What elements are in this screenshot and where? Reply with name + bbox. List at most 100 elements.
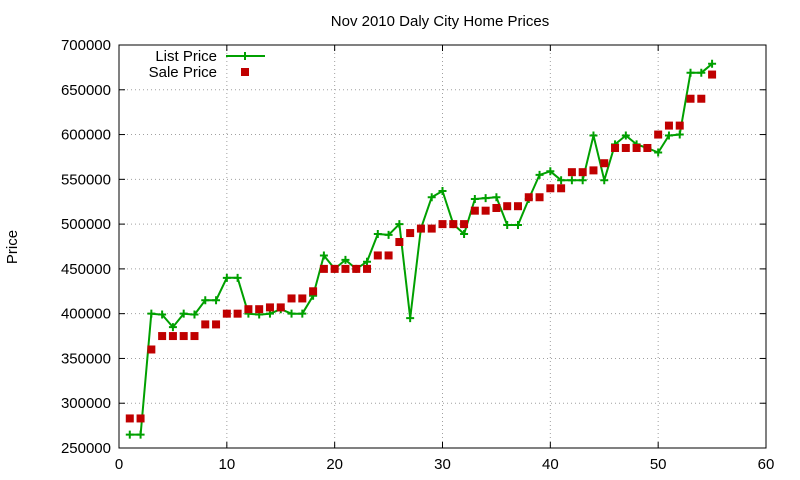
- list-price-point: [158, 310, 167, 319]
- x-tick-label: 30: [434, 456, 451, 473]
- x-tick-label: 50: [650, 456, 667, 473]
- sale-price-point: [319, 264, 328, 273]
- list-price-point: [406, 314, 415, 323]
- sale-price-point: [416, 224, 425, 233]
- sale-price-point: [578, 168, 587, 177]
- sale-price-point: [244, 305, 253, 314]
- legend-marker-list-price: [241, 52, 249, 60]
- y-tick-label: 350000: [61, 350, 111, 367]
- y-tick-label: 400000: [61, 306, 111, 323]
- list-price-point: [567, 176, 576, 185]
- sale-price-point: [363, 264, 372, 273]
- y-tick-label: 600000: [61, 127, 111, 144]
- sale-price-point: [276, 303, 285, 312]
- sale-price-point: [330, 264, 339, 273]
- sale-price-point: [460, 220, 469, 229]
- sale-price-point: [125, 414, 134, 423]
- sale-price-point: [513, 202, 522, 211]
- list-price-point: [557, 176, 566, 185]
- list-price-point: [384, 230, 393, 239]
- sale-price-point: [589, 166, 598, 175]
- list-price-point: [147, 309, 156, 318]
- sale-price-point: [309, 287, 318, 296]
- sale-price-point: [341, 264, 350, 273]
- y-axis-label: Price: [4, 230, 21, 264]
- sale-price-point: [686, 94, 695, 103]
- list-price-point: [654, 148, 663, 157]
- legend-marker-sale-price: [241, 68, 249, 76]
- x-axis-ticks: 0 10 20 30 40 50 60: [115, 45, 775, 473]
- sale-price-point: [449, 220, 458, 229]
- list-price-point: [664, 131, 673, 140]
- list-price-point: [438, 186, 447, 195]
- sale-price-point: [470, 206, 479, 215]
- sale-price-point: [352, 264, 361, 273]
- sale-price-point: [697, 94, 706, 103]
- sale-price-point: [233, 309, 242, 318]
- y-tick-label: 650000: [61, 82, 111, 99]
- y-tick-label: 700000: [61, 37, 111, 54]
- list-price-point: [201, 296, 210, 305]
- sale-price-point: [535, 193, 544, 202]
- sale-price-point: [557, 184, 566, 193]
- list-price-point: [341, 255, 350, 264]
- sale-price-point: [136, 414, 145, 423]
- sale-price-point: [567, 168, 576, 177]
- x-tick-label: 10: [218, 456, 235, 473]
- sale-price-point: [168, 332, 177, 341]
- y-tick-label: 500000: [61, 216, 111, 233]
- sale-price-point: [287, 294, 296, 303]
- list-price-point: [708, 59, 717, 68]
- y-axis-ticks: 250000 300000 350000 400000 450000 500000 5500…: [61, 37, 766, 457]
- list-price-point: [697, 68, 706, 77]
- legend-label-sale-price: Sale Price: [149, 64, 217, 81]
- y-tick-label: 450000: [61, 261, 111, 278]
- list-price-point: [503, 221, 512, 230]
- list-price-point: [136, 430, 145, 439]
- sale-price-point: [492, 203, 501, 212]
- list-price-line: [129, 63, 713, 436]
- x-tick-label: 20: [326, 456, 343, 473]
- list-price-point: [179, 309, 188, 318]
- sale-price-point: [395, 238, 404, 247]
- x-tick-label: 40: [542, 456, 559, 473]
- sale-price-point: [438, 220, 447, 229]
- list-price-point: [395, 220, 404, 229]
- list-price-point: [470, 195, 479, 204]
- sale-price-point: [255, 305, 264, 314]
- chart-title: Nov 2010 Daly City Home Prices: [331, 13, 549, 30]
- sale-price-point: [212, 320, 221, 329]
- legend: List Price Sale Price: [149, 48, 265, 81]
- list-price-point: [589, 131, 598, 140]
- list-price-point: [168, 323, 177, 332]
- list-price-point: [535, 170, 544, 179]
- sale-price-point: [611, 143, 620, 152]
- sale-price-point: [546, 184, 555, 193]
- list-price-point: [363, 257, 372, 266]
- sale-price-point: [621, 143, 630, 152]
- sale-price-point: [384, 251, 393, 260]
- list-price-point: [578, 176, 587, 185]
- sale-price-point: [265, 303, 274, 312]
- sale-price-point: [664, 121, 673, 130]
- sale-price-point: [222, 309, 231, 318]
- list-price-point: [481, 194, 490, 203]
- list-price-point: [546, 167, 555, 176]
- series-layer: [125, 59, 717, 439]
- x-tick-label: 60: [758, 456, 775, 473]
- list-price-point: [686, 68, 695, 77]
- sale-price-point: [427, 224, 436, 233]
- list-price-point: [190, 310, 199, 319]
- list-price-point: [319, 251, 328, 260]
- sale-price-point: [503, 202, 512, 211]
- sale-price-point: [179, 332, 188, 341]
- sale-price-point: [643, 143, 652, 152]
- list-price-point: [287, 309, 296, 318]
- list-price-point: [373, 229, 382, 238]
- sale-price-point: [147, 345, 156, 354]
- sale-price-point: [654, 130, 663, 139]
- grid-lines: [119, 45, 766, 448]
- list-price-point: [427, 193, 436, 202]
- sale-price-point: [600, 159, 609, 168]
